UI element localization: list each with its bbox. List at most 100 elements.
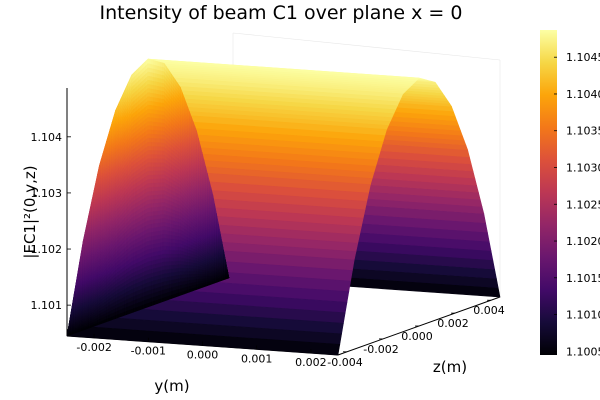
- surface-front-cell: [167, 276, 170, 281]
- surface-front-cell: [172, 231, 176, 236]
- surface-front-cell: [151, 231, 154, 237]
- surface-front-cell: [160, 66, 163, 72]
- surface-front-cell: [167, 234, 170, 239]
- surface-front-cell: [163, 280, 167, 286]
- surface-front-cell: [149, 190, 152, 196]
- surface-front-cell: [149, 248, 152, 254]
- surface-front-cell: [196, 278, 199, 282]
- surface-front-cell: [151, 259, 154, 266]
- surface-front-cell: [158, 81, 161, 87]
- surface-front-cell: [160, 194, 163, 199]
- surface-front-cell: [162, 237, 165, 243]
- surface-front-cell: [169, 241, 172, 247]
- surface-front-cell: [156, 170, 160, 175]
- surface-front-cell: [156, 230, 160, 236]
- surface-front-cell: [158, 73, 161, 79]
- surface-front-cell: [154, 210, 158, 216]
- surface-front-cell: [172, 257, 176, 262]
- surface-front-cell: [178, 232, 181, 237]
- surface-front-cell: [167, 249, 170, 254]
- surface-front-cell: [156, 262, 160, 268]
- surface-front-cell: [158, 238, 161, 244]
- surface-front-cell: [154, 259, 158, 265]
- surface-front-cell: [153, 109, 156, 114]
- surface-front-cell: [158, 77, 161, 83]
- surface-front-cell: [158, 97, 161, 103]
- surface-front-cell: [160, 221, 163, 227]
- surface-front-cell: [153, 162, 156, 167]
- surface-front-cell: [180, 267, 183, 272]
- surface-front-cell: [176, 249, 179, 255]
- surface-front-cell: [158, 190, 161, 195]
- surface-front-cell: [174, 238, 178, 244]
- surface-front-cell: [185, 280, 188, 285]
- surface-front-cell: [153, 182, 156, 188]
- surface-front-cell: [169, 245, 172, 251]
- surface-front-cell: [147, 145, 151, 151]
- surface-front-cell: [171, 245, 174, 251]
- surface-front-cell: [151, 211, 154, 216]
- surface-front-cell: [156, 202, 160, 208]
- surface-front-cell: [160, 70, 163, 76]
- surface-front-cell: [153, 271, 156, 277]
- surface-front-cell: [165, 245, 169, 251]
- surface-front-cell: [147, 248, 151, 254]
- surface-front-cell: [153, 100, 156, 106]
- surface-front-cell: [151, 96, 154, 102]
- surface-front-cell: [153, 243, 156, 249]
- surface-front-cell: [154, 76, 158, 82]
- surface-front-cell: [199, 276, 203, 280]
- surface-front-cell: [151, 215, 154, 220]
- surface-front-cell: [149, 186, 152, 192]
- surface-front-cell: [163, 276, 167, 282]
- surface-front-cell: [160, 257, 163, 263]
- surface-front-cell: [169, 268, 172, 273]
- surface-front-cell: [156, 81, 160, 87]
- surface-front-cell: [187, 279, 190, 284]
- surface-front-cell: [162, 213, 165, 219]
- surface-front-cell: [153, 259, 156, 265]
- surface-front-cell: [153, 64, 156, 70]
- surface-front-cell: [147, 231, 151, 238]
- surface-front-cell: [158, 158, 161, 163]
- surface-front-cell: [153, 194, 156, 200]
- surface-front-cell: [156, 210, 160, 216]
- surface-front-cell: [158, 170, 161, 175]
- surface-front-cell: [189, 276, 192, 281]
- surface-front-cell: [167, 283, 170, 289]
- surface-front-cell: [158, 198, 161, 203]
- surface-front-cell: [162, 118, 165, 124]
- surface-front-cell: [156, 129, 160, 135]
- surface-front-cell: [153, 133, 156, 139]
- surface-front-cell: [153, 121, 156, 127]
- surface-front-cell: [183, 274, 187, 278]
- surface-front-cell: [149, 272, 152, 278]
- surface-front-cell: [151, 166, 154, 171]
- surface-front-cell: [163, 225, 167, 231]
- surface-front-cell: [158, 206, 161, 211]
- surface-front-cell: [180, 263, 183, 268]
- surface-front-cell: [176, 242, 179, 247]
- surface-front-cell: [160, 249, 163, 255]
- surface-front-cell: [149, 276, 152, 283]
- surface-front-cell: [151, 190, 154, 196]
- surface-front-cell: [151, 239, 154, 245]
- surface-front-cell: [156, 85, 160, 91]
- surface-front-cell: [156, 65, 160, 71]
- surface-front-cell: [172, 275, 176, 280]
- surface-front-cell: [149, 87, 152, 94]
- surface-front-cell: [153, 210, 156, 216]
- surface-front-cell: [160, 90, 163, 95]
- surface-front-cell: [149, 157, 152, 163]
- surface-front-cell: [154, 194, 158, 200]
- surface-front-cell: [171, 268, 174, 273]
- surface-front-cell: [147, 203, 151, 209]
- surface-front-cell: [151, 133, 154, 139]
- surface-front-cell: [185, 273, 188, 278]
- surface-front-cell: [151, 170, 154, 175]
- surface-front-cell: [160, 182, 163, 187]
- surface-front-cell: [178, 256, 181, 262]
- surface-front-cell: [153, 202, 156, 208]
- surface-front-cell: [171, 242, 174, 247]
- surface-front-cell: [149, 59, 152, 65]
